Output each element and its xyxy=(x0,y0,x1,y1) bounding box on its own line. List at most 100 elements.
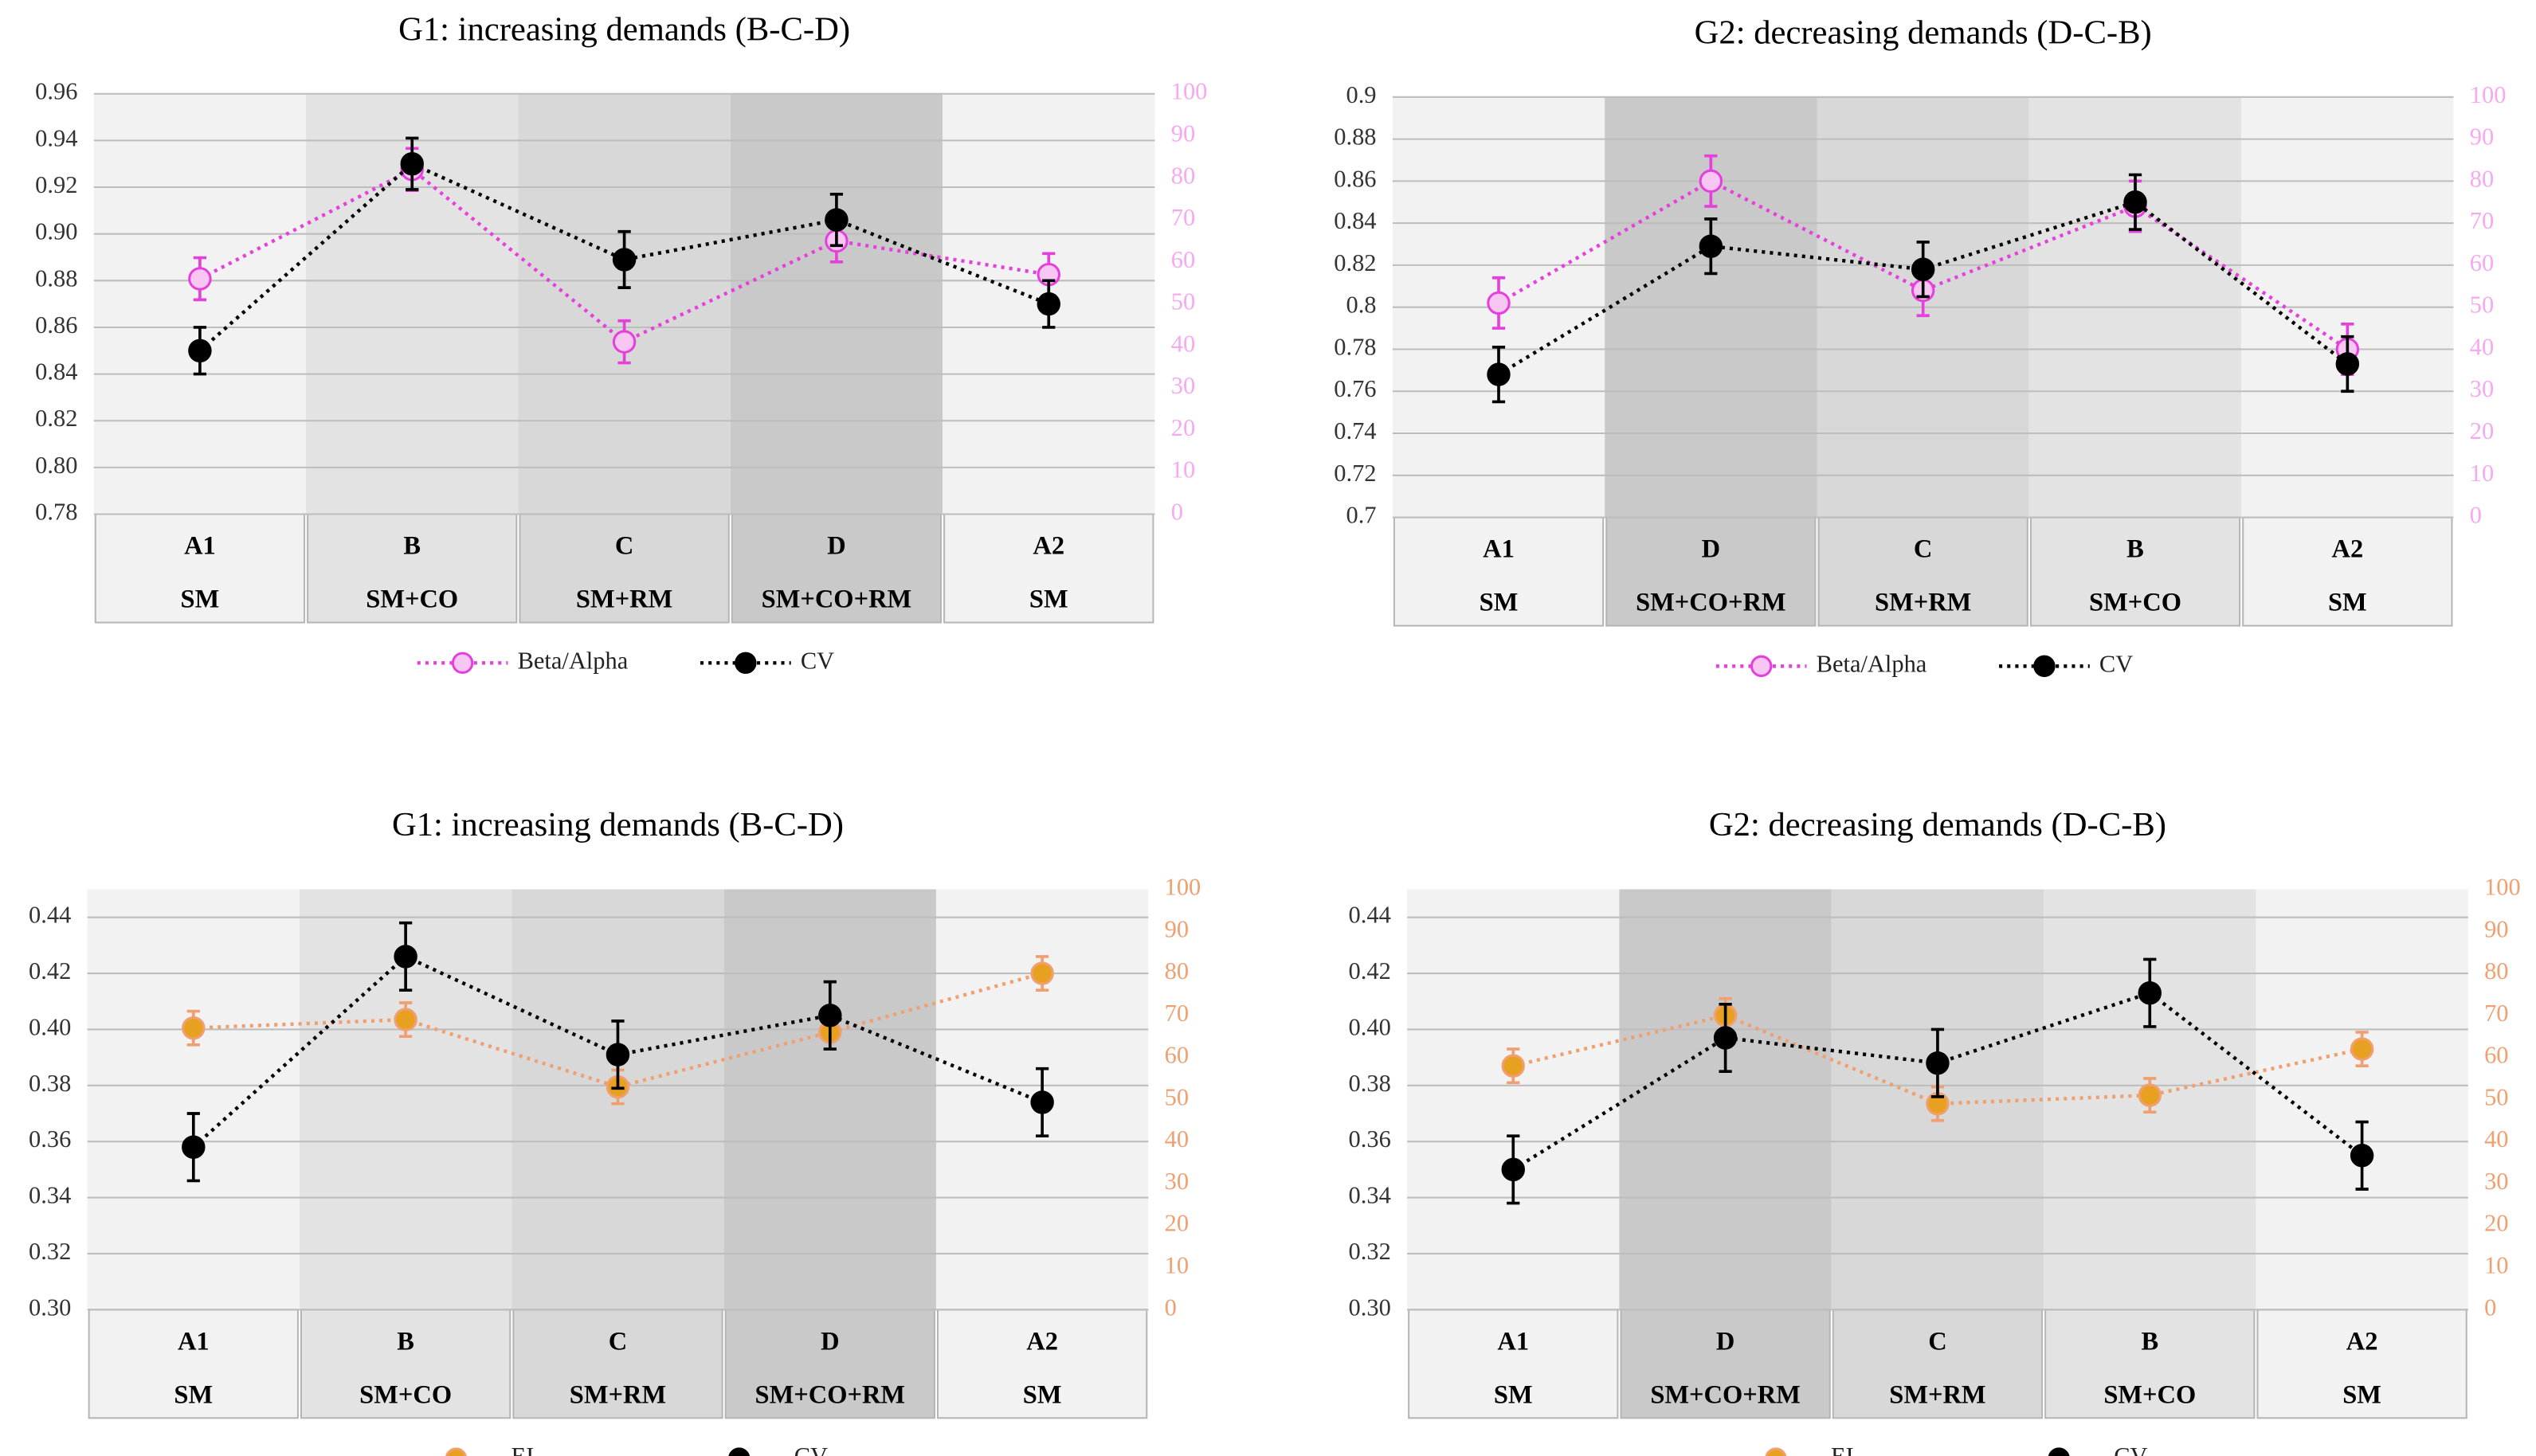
data-point xyxy=(1487,291,1511,315)
category-label: C xyxy=(609,1327,627,1356)
subcategory-label: SM+CO+RM xyxy=(762,585,912,614)
category-cell xyxy=(1408,1309,1619,1419)
y-tick-label: 0.92 xyxy=(35,171,77,198)
y-tick-label: 0.34 xyxy=(1349,1182,1391,1209)
data-point xyxy=(1713,1026,1738,1050)
category-cell xyxy=(2242,516,2453,627)
y2-tick-label: 90 xyxy=(2484,915,2508,942)
category-band xyxy=(723,889,936,1310)
legend-marker xyxy=(1750,655,1773,678)
y2-tick-label: 40 xyxy=(1165,1125,1189,1153)
legend-label: CV xyxy=(2099,650,2133,677)
legend-label: Beta/Alpha xyxy=(1817,650,1927,677)
y-tick-label: 0.90 xyxy=(35,218,77,245)
chart-grid: G1: increasing demands (B-C-D) A1 SM B SM+CO… xyxy=(29,10,2521,1456)
legend-marker xyxy=(445,1447,467,1456)
y-tick-label: 0.38 xyxy=(1349,1070,1391,1097)
y-tick-label: 0.84 xyxy=(35,358,77,386)
y-tick-label: 0.74 xyxy=(1334,417,1376,444)
y2-tick-label: 30 xyxy=(2484,1168,2508,1195)
y2-tick-label: 0 xyxy=(1165,1294,1177,1321)
legend-label: CV xyxy=(2114,1442,2147,1456)
y2-tick-label: 70 xyxy=(1171,204,1195,231)
y2-tick-label: 50 xyxy=(2470,292,2494,319)
legend-label: CV xyxy=(794,1442,828,1456)
y2-tick-label: 90 xyxy=(1171,120,1195,147)
legend-marker xyxy=(451,652,474,675)
category-label: D xyxy=(1702,535,1720,564)
category-label: D xyxy=(827,532,845,561)
data-point xyxy=(1926,1051,1950,1075)
subcategory-label: SM+RM xyxy=(1875,589,1971,617)
data-point xyxy=(1501,1054,1525,1078)
y-tick-label: 0.36 xyxy=(1349,1125,1391,1153)
chart-panel: G2: decreasing demands (D-C-B) A1 SM D SM+CO… xyxy=(1334,14,2506,677)
legend-label: Beta/Alpha xyxy=(518,647,629,674)
y2-tick-label: 50 xyxy=(1171,288,1195,315)
y2-tick-label: 90 xyxy=(2470,123,2494,151)
y-tick-label: 0.82 xyxy=(35,405,77,432)
y-tick-label: 0.86 xyxy=(1334,165,1376,192)
category-label: A1 xyxy=(184,532,216,561)
subcategory-label: SM+CO+RM xyxy=(1650,1380,1801,1409)
category-label: A2 xyxy=(1033,532,1064,561)
legend-marker xyxy=(2048,1447,2070,1456)
y-tick-label: 0.86 xyxy=(35,311,77,339)
legend-marker xyxy=(735,652,757,675)
category-cell xyxy=(2029,516,2241,627)
category-cell xyxy=(1832,1309,2044,1419)
category-label: D xyxy=(1716,1327,1734,1356)
y2-tick-label: 70 xyxy=(2470,207,2494,234)
y2-tick-label: 70 xyxy=(1165,1000,1189,1027)
category-cell xyxy=(943,513,1154,624)
subcategory-label: SM xyxy=(174,1380,213,1409)
y-tick-label: 0.82 xyxy=(1334,249,1376,276)
data-point xyxy=(394,945,417,969)
category-label: B xyxy=(397,1327,414,1356)
subcategory-label: SM+RM xyxy=(576,585,672,614)
subcategory-label: SM+CO xyxy=(359,1380,452,1409)
y2-tick-label: 80 xyxy=(2484,957,2508,984)
chart-title: G2: decreasing demands (D-C-B) xyxy=(1695,14,2152,51)
y2-tick-label: 80 xyxy=(1171,162,1195,189)
y-tick-label: 0.38 xyxy=(29,1070,71,1097)
y2-tick-label: 0 xyxy=(2470,502,2482,529)
data-point xyxy=(1911,257,1935,281)
y-tick-label: 0.44 xyxy=(29,902,71,929)
y-tick-label: 0.78 xyxy=(1334,333,1376,360)
y-tick-label: 0.84 xyxy=(1334,207,1376,234)
y-tick-label: 0.78 xyxy=(35,499,77,526)
y-tick-label: 0.88 xyxy=(35,264,77,292)
subcategory-label: SM+RM xyxy=(570,1380,666,1409)
category-label: A2 xyxy=(2331,535,2363,564)
y2-tick-label: 20 xyxy=(1165,1210,1189,1237)
y2-tick-label: 10 xyxy=(1165,1252,1189,1279)
y2-tick-label: 10 xyxy=(2484,1252,2508,1279)
series-line xyxy=(1497,178,2349,351)
y-tick-label: 0.42 xyxy=(29,957,71,984)
category-cell xyxy=(936,1309,1148,1419)
data-point xyxy=(1030,961,1054,985)
y2-tick-label: 60 xyxy=(1171,246,1195,273)
subcategory-label: SM xyxy=(1029,585,1068,614)
y-tick-label: 0.72 xyxy=(1334,460,1376,487)
y-tick-label: 0.30 xyxy=(29,1294,71,1321)
legend-marker xyxy=(2033,655,2056,678)
data-point xyxy=(606,1043,630,1067)
y-tick-label: 0.7 xyxy=(1346,502,1376,529)
y-tick-label: 0.40 xyxy=(29,1013,71,1040)
y2-tick-label: 0 xyxy=(1171,499,1183,526)
y2-tick-label: 30 xyxy=(1171,372,1195,399)
y-tick-label: 0.80 xyxy=(35,452,77,479)
category-band xyxy=(2256,889,2468,1310)
category-label: A1 xyxy=(178,1327,210,1356)
series-line xyxy=(198,162,1050,352)
category-cell xyxy=(94,513,306,624)
category-label: D xyxy=(821,1327,839,1356)
y2-tick-label: 50 xyxy=(1165,1083,1189,1110)
category-cell xyxy=(519,513,730,624)
category-cell xyxy=(2256,1309,2467,1419)
category-label: A1 xyxy=(1483,535,1515,564)
subcategory-label: SM+CO xyxy=(2103,1380,2196,1409)
y-tick-label: 0.32 xyxy=(1349,1238,1391,1265)
